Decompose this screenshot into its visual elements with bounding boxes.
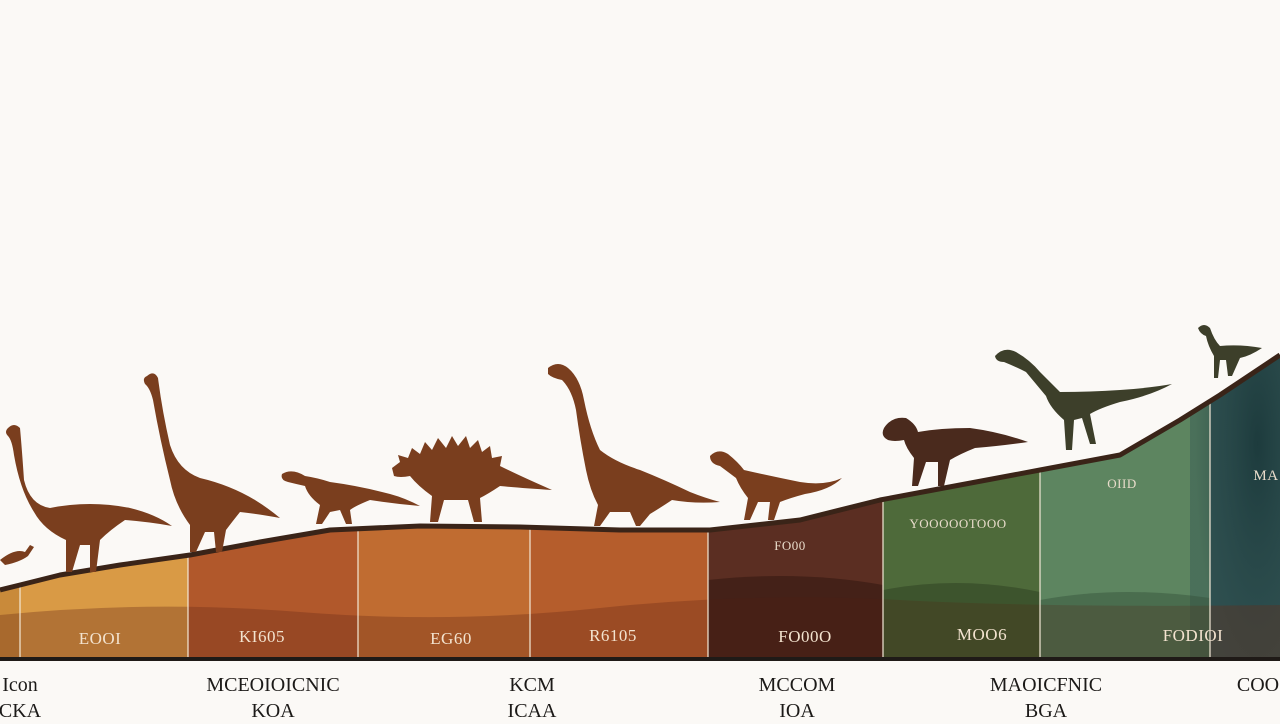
sauropod-silhouette-icon: [143, 373, 280, 552]
block-label: R6105: [589, 626, 637, 645]
block-label-top: FO00: [774, 538, 806, 553]
block-label-top: MA: [1253, 468, 1279, 484]
era-label: KCM ICAA: [508, 672, 557, 724]
theropod-silhouette-icon: [710, 451, 842, 520]
block-label: KI605: [239, 627, 285, 646]
strata-block: [0, 355, 20, 660]
stegosaurus-silhouette-icon: [392, 436, 552, 522]
strata-block: [20, 355, 188, 660]
block-label: EOOI: [78, 629, 122, 648]
era-name: MCCOM: [758, 674, 836, 696]
era-subname: ICAA: [507, 700, 557, 722]
era-label: MCEOIOICNIC KOA: [206, 672, 339, 724]
era-name: MCEOIOICNIC: [206, 674, 340, 696]
era-name: MAOICFNIC: [989, 674, 1103, 696]
theropod-silhouette-icon: [882, 417, 1028, 486]
era-subname: BGA: [1024, 700, 1068, 722]
era-subname: KOA: [251, 700, 295, 722]
block-label: MOO6: [956, 625, 1008, 644]
era-subname: CKA: [0, 700, 42, 722]
block-label: FO00O: [778, 627, 832, 646]
dinosaur-silhouettes-green: [995, 325, 1262, 450]
era-name: KCM: [509, 674, 555, 696]
sauropod-silhouette-icon: [548, 364, 720, 526]
era-label: Icon CKA: [0, 672, 41, 724]
era-name: COO: [1236, 674, 1280, 696]
block-label: FODIOI: [1162, 626, 1224, 645]
block-label-top: OIID: [1107, 476, 1137, 491]
ground-line: [0, 352, 1280, 593]
era-name: Icon: [2, 674, 38, 696]
ornithomimid-silhouette-icon: [1198, 325, 1262, 378]
small-dino-icon: [0, 545, 34, 565]
theropod-silhouette-icon: [281, 471, 420, 524]
era-label: MAOICFNIC BGA: [990, 672, 1102, 724]
base-line: [0, 657, 1280, 661]
sauropod-silhouette-icon: [6, 425, 172, 572]
era-label: COO: [1237, 672, 1279, 698]
era-label: MCCOM IOA: [759, 672, 836, 724]
strata-block: [188, 355, 358, 660]
block-label: EG60: [430, 629, 472, 648]
block-label-top: YOOOOOTOOO: [909, 516, 1007, 531]
dinosaur-silhouettes-late: [882, 417, 1028, 486]
ornithomimid-silhouette-icon: [995, 349, 1172, 450]
era-subname: IOA: [779, 700, 815, 722]
dinosaur-silhouettes: [0, 364, 842, 572]
